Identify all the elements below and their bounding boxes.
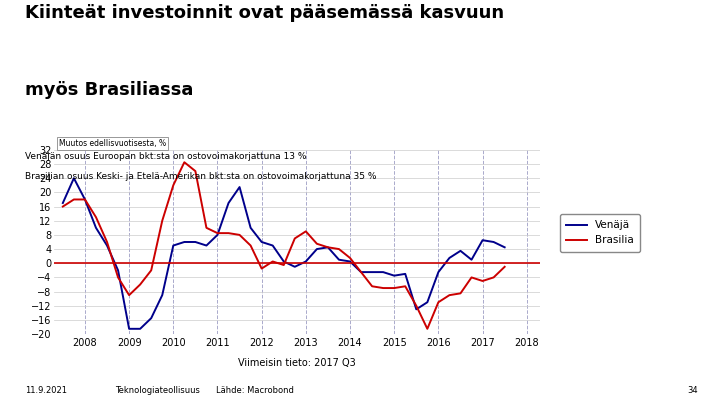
- Text: 34: 34: [688, 386, 698, 395]
- Venäjä: [147, 316, 156, 321]
- Venäjä: [456, 248, 465, 253]
- Venäjä: [323, 245, 332, 250]
- Venäjä: [202, 243, 211, 248]
- Venäjä: [125, 326, 133, 331]
- Venäjä: [302, 259, 310, 264]
- Venäjä: [467, 257, 476, 262]
- Venäjä: [412, 307, 420, 312]
- Brasilia: [224, 231, 233, 236]
- Venäjä: [257, 240, 266, 245]
- Venäjä: [423, 300, 432, 305]
- Venäjä: [368, 270, 377, 275]
- Brasilia: [103, 240, 112, 245]
- Brasilia: [456, 291, 465, 296]
- Venäjä: [213, 232, 222, 237]
- Text: Lähde: Macrobond: Lähde: Macrobond: [216, 386, 294, 395]
- Brasilia: [158, 218, 166, 223]
- Line: Brasilia: Brasilia: [63, 162, 505, 329]
- Brasilia: [91, 215, 100, 220]
- Venäjä: [379, 270, 387, 275]
- Venäjä: [445, 256, 454, 260]
- Text: Teknologiateollisuus: Teknologiateollisuus: [115, 386, 200, 395]
- Venäjä: [136, 326, 145, 331]
- Venäjä: [269, 243, 277, 248]
- Venäjä: [114, 268, 122, 273]
- Brasilia: [70, 197, 78, 202]
- Brasilia: [490, 275, 498, 280]
- Brasilia: [125, 293, 133, 298]
- Brasilia: [279, 262, 288, 267]
- Venäjä: [490, 240, 498, 245]
- Brasilia: [379, 286, 387, 290]
- Venäjä: [478, 238, 487, 243]
- Text: Muutos edellisvuotisesta, %: Muutos edellisvuotisesta, %: [59, 139, 166, 148]
- Venäjä: [169, 243, 178, 248]
- Line: Venäjä: Venäjä: [63, 178, 505, 329]
- Brasilia: [467, 275, 476, 280]
- Brasilia: [335, 247, 343, 252]
- Brasilia: [169, 183, 178, 188]
- Text: Venäjän osuus Euroopan bkt:sta on ostovoimakorjattuna 13 %: Venäjän osuus Euroopan bkt:sta on ostovo…: [25, 152, 307, 161]
- Text: 11.9.2021: 11.9.2021: [25, 386, 67, 395]
- Brasilia: [235, 232, 244, 237]
- Text: myös Brasiliassa: myös Brasiliassa: [25, 81, 194, 99]
- Venäjä: [335, 257, 343, 262]
- Brasilia: [191, 168, 199, 173]
- Venäjä: [390, 273, 398, 278]
- Legend: Venäjä, Brasilia: Venäjä, Brasilia: [559, 214, 640, 252]
- Brasilia: [81, 197, 89, 202]
- Venäjä: [235, 185, 244, 190]
- Brasilia: [500, 264, 509, 269]
- Brasilia: [434, 300, 443, 305]
- Venäjä: [191, 240, 199, 245]
- Brasilia: [269, 259, 277, 264]
- Venäjä: [500, 245, 509, 250]
- Brasilia: [445, 293, 454, 298]
- Venäjä: [346, 259, 354, 264]
- Brasilia: [180, 160, 189, 165]
- Brasilia: [114, 275, 122, 280]
- Brasilia: [346, 256, 354, 260]
- Venäjä: [70, 176, 78, 181]
- Venäjä: [401, 271, 410, 276]
- Venäjä: [279, 259, 288, 264]
- Venäjä: [91, 225, 100, 230]
- Venäjä: [290, 264, 299, 269]
- Brasilia: [423, 326, 432, 331]
- Brasilia: [356, 270, 365, 275]
- Brasilia: [401, 284, 410, 289]
- Venäjä: [356, 270, 365, 275]
- Brasilia: [246, 243, 255, 248]
- Venäjä: [81, 197, 89, 202]
- Brasilia: [368, 284, 377, 289]
- Venäjä: [58, 200, 67, 205]
- Venäjä: [158, 293, 166, 298]
- Text: Kiinteät investoinnit ovat pääsemässä kasvuun: Kiinteät investoinnit ovat pääsemässä ka…: [25, 4, 504, 22]
- Brasilia: [147, 268, 156, 273]
- Venäjä: [246, 225, 255, 230]
- Text: Viimeisin tieto: 2017 Q3: Viimeisin tieto: 2017 Q3: [238, 358, 356, 368]
- Venäjä: [224, 200, 233, 205]
- Brasilia: [202, 225, 211, 230]
- Brasilia: [257, 266, 266, 271]
- Brasilia: [412, 303, 420, 308]
- Brasilia: [302, 229, 310, 234]
- Brasilia: [136, 282, 145, 287]
- Text: Brasilian osuus Keski- ja Etelä-Amerikan bkt:sta on ostovoimakorjattuna 35 %: Brasilian osuus Keski- ja Etelä-Amerikan…: [25, 172, 377, 181]
- Brasilia: [390, 286, 398, 290]
- Venäjä: [180, 240, 189, 245]
- Brasilia: [58, 204, 67, 209]
- Brasilia: [323, 245, 332, 250]
- Venäjä: [434, 270, 443, 275]
- Brasilia: [312, 241, 321, 246]
- Brasilia: [290, 236, 299, 241]
- Brasilia: [478, 279, 487, 284]
- Venäjä: [312, 247, 321, 252]
- Venäjä: [103, 243, 112, 248]
- Brasilia: [213, 231, 222, 236]
